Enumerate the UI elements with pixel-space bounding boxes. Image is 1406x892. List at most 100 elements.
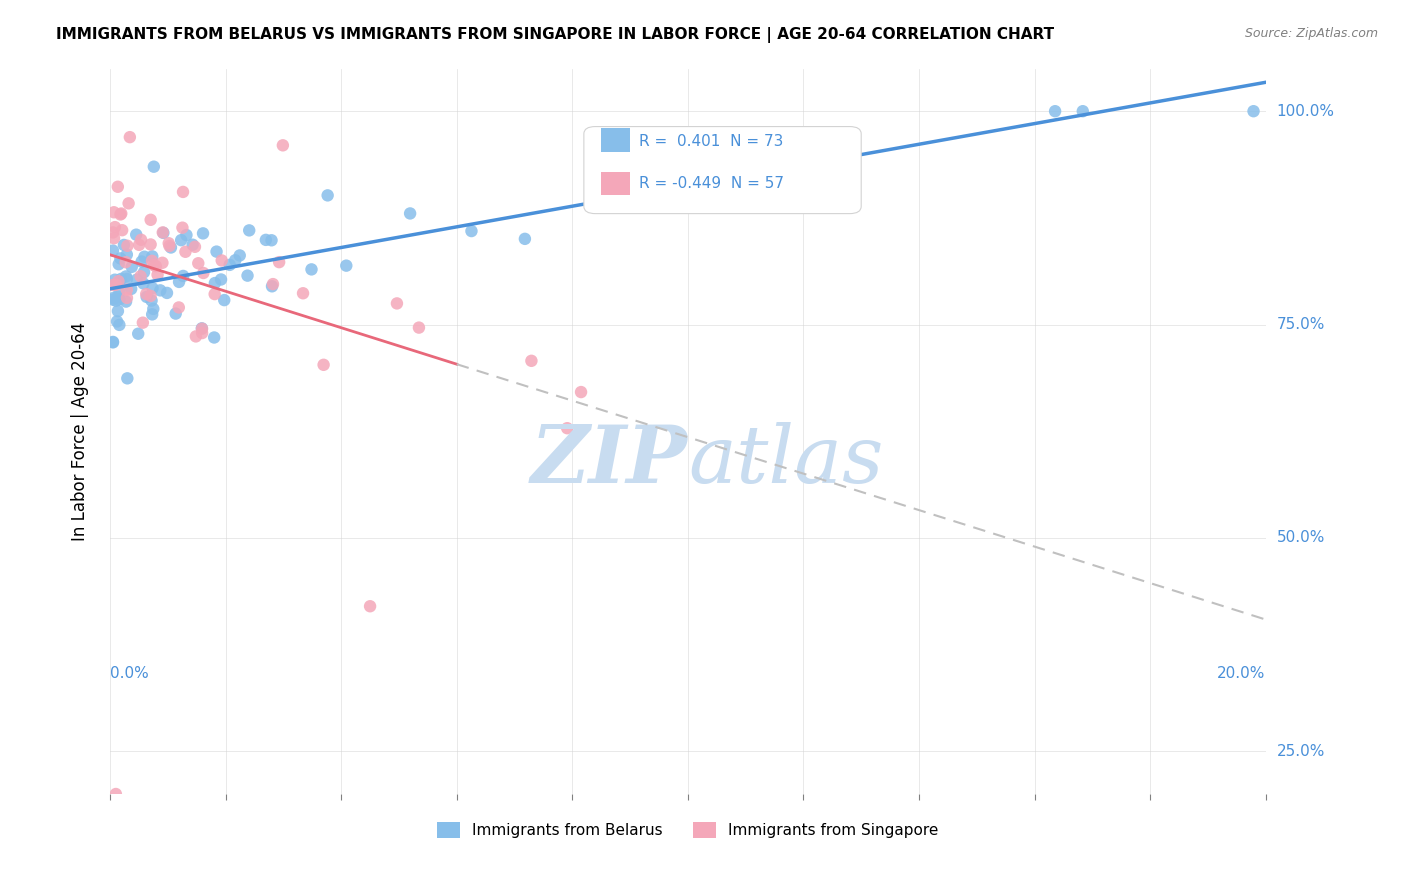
Legend: Immigrants from Belarus, Immigrants from Singapore: Immigrants from Belarus, Immigrants from… — [430, 816, 945, 845]
Immigrants from Singapore — [569, 385, 592, 400]
Immigrants from Belarus — [115, 272, 138, 286]
Immigrants from Belarus — [101, 291, 124, 305]
Immigrants from Singapore — [408, 320, 430, 334]
Immigrants from Belarus — [108, 318, 131, 332]
Immigrants from Belarus — [101, 335, 124, 350]
Immigrants from Singapore — [129, 269, 152, 284]
Immigrants from Belarus — [125, 227, 148, 242]
Immigrants from Belarus — [513, 232, 536, 246]
Immigrants from Belarus — [110, 272, 132, 286]
Immigrants from Singapore — [117, 239, 139, 253]
FancyBboxPatch shape — [602, 128, 630, 152]
Immigrants from Singapore — [262, 277, 284, 292]
Immigrants from Belarus — [316, 188, 339, 202]
Immigrants from Belarus — [101, 293, 124, 307]
Immigrants from Singapore — [191, 326, 214, 340]
Immigrants from Belarus — [831, 131, 853, 145]
Text: ZIP: ZIP — [531, 422, 688, 499]
Immigrants from Belarus — [142, 301, 165, 316]
Immigrants from Singapore — [157, 236, 180, 251]
Immigrants from Belarus — [172, 268, 194, 283]
Immigrants from Belarus — [141, 293, 163, 308]
Immigrants from Belarus — [121, 260, 143, 274]
Immigrants from Singapore — [159, 239, 181, 253]
Text: Source: ZipAtlas.com: Source: ZipAtlas.com — [1244, 27, 1378, 40]
Immigrants from Singapore — [128, 237, 150, 252]
Immigrants from Belarus — [1243, 104, 1265, 119]
Immigrants from Singapore — [520, 354, 543, 368]
Immigrants from Belarus — [110, 252, 132, 266]
Immigrants from Singapore — [193, 266, 215, 280]
Immigrants from Belarus — [105, 314, 128, 328]
Immigrants from Belarus — [108, 293, 131, 307]
FancyBboxPatch shape — [602, 171, 630, 195]
Immigrants from Singapore — [141, 253, 163, 268]
Immigrants from Belarus — [236, 268, 259, 283]
Immigrants from Belarus — [160, 240, 183, 254]
Immigrants from Belarus — [1071, 104, 1094, 119]
Immigrants from Singapore — [139, 289, 162, 303]
Immigrants from Singapore — [359, 599, 381, 614]
Immigrants from Singapore — [117, 196, 139, 211]
Text: IMMIGRANTS FROM BELARUS VS IMMIGRANTS FROM SINGAPORE IN LABOR FORCE | AGE 20-64 : IMMIGRANTS FROM BELARUS VS IMMIGRANTS FR… — [56, 27, 1054, 43]
Immigrants from Belarus — [191, 227, 214, 241]
Text: 100.0%: 100.0% — [1277, 103, 1334, 119]
Immigrants from Singapore — [105, 277, 128, 292]
Text: atlas: atlas — [688, 422, 883, 499]
Immigrants from Belarus — [224, 253, 246, 268]
Immigrants from Singapore — [114, 255, 136, 269]
Immigrants from Singapore — [139, 212, 162, 227]
Immigrants from Singapore — [103, 231, 125, 245]
Immigrants from Singapore — [101, 277, 124, 292]
Immigrants from Belarus — [135, 290, 157, 304]
Immigrants from Belarus — [260, 233, 283, 247]
Text: 75.0%: 75.0% — [1277, 317, 1324, 332]
Immigrants from Belarus — [202, 330, 225, 344]
Immigrants from Belarus — [105, 293, 128, 308]
Immigrants from Belarus — [101, 244, 124, 258]
Immigrants from Belarus — [141, 307, 163, 321]
Immigrants from Singapore — [110, 206, 132, 220]
Text: 0.0%: 0.0% — [110, 666, 149, 681]
Immigrants from Belarus — [142, 281, 165, 295]
Immigrants from Belarus — [149, 284, 172, 298]
Immigrants from Belarus — [108, 285, 131, 299]
Immigrants from Singapore — [142, 258, 165, 272]
Immigrants from Singapore — [145, 259, 167, 273]
Immigrants from Belarus — [112, 238, 135, 252]
Immigrants from Belarus — [205, 244, 228, 259]
Immigrants from Singapore — [110, 207, 132, 221]
Immigrants from Belarus — [1043, 104, 1066, 119]
Immigrants from Singapore — [211, 253, 233, 268]
Immigrants from Belarus — [218, 258, 240, 272]
Immigrants from Belarus — [142, 160, 165, 174]
Immigrants from Singapore — [107, 179, 129, 194]
Immigrants from Singapore — [115, 283, 138, 297]
Immigrants from Singapore — [269, 255, 291, 269]
Immigrants from Singapore — [139, 237, 162, 252]
Immigrants from Singapore — [187, 256, 209, 270]
Immigrants from Belarus — [120, 282, 142, 296]
Immigrants from Belarus — [204, 276, 226, 290]
Immigrants from Belarus — [176, 228, 198, 243]
Immigrants from Belarus — [229, 248, 252, 262]
Immigrants from Belarus — [181, 237, 204, 252]
Text: R =  0.401  N = 73: R = 0.401 N = 73 — [640, 134, 783, 149]
Immigrants from Singapore — [271, 138, 294, 153]
Immigrants from Singapore — [174, 244, 197, 259]
FancyBboxPatch shape — [583, 127, 862, 213]
Immigrants from Singapore — [555, 421, 578, 435]
Text: 50.0%: 50.0% — [1277, 531, 1324, 545]
Immigrants from Singapore — [129, 233, 152, 247]
Immigrants from Singapore — [184, 329, 207, 343]
Immigrants from Belarus — [117, 371, 139, 385]
Immigrants from Singapore — [204, 287, 226, 301]
Immigrants from Belarus — [132, 277, 155, 291]
Immigrants from Belarus — [460, 224, 482, 238]
Immigrants from Belarus — [209, 272, 232, 286]
Immigrants from Belarus — [167, 275, 190, 289]
Immigrants from Singapore — [146, 268, 169, 282]
Immigrants from Singapore — [385, 296, 408, 310]
Immigrants from Belarus — [127, 326, 149, 341]
Immigrants from Belarus — [191, 321, 214, 335]
